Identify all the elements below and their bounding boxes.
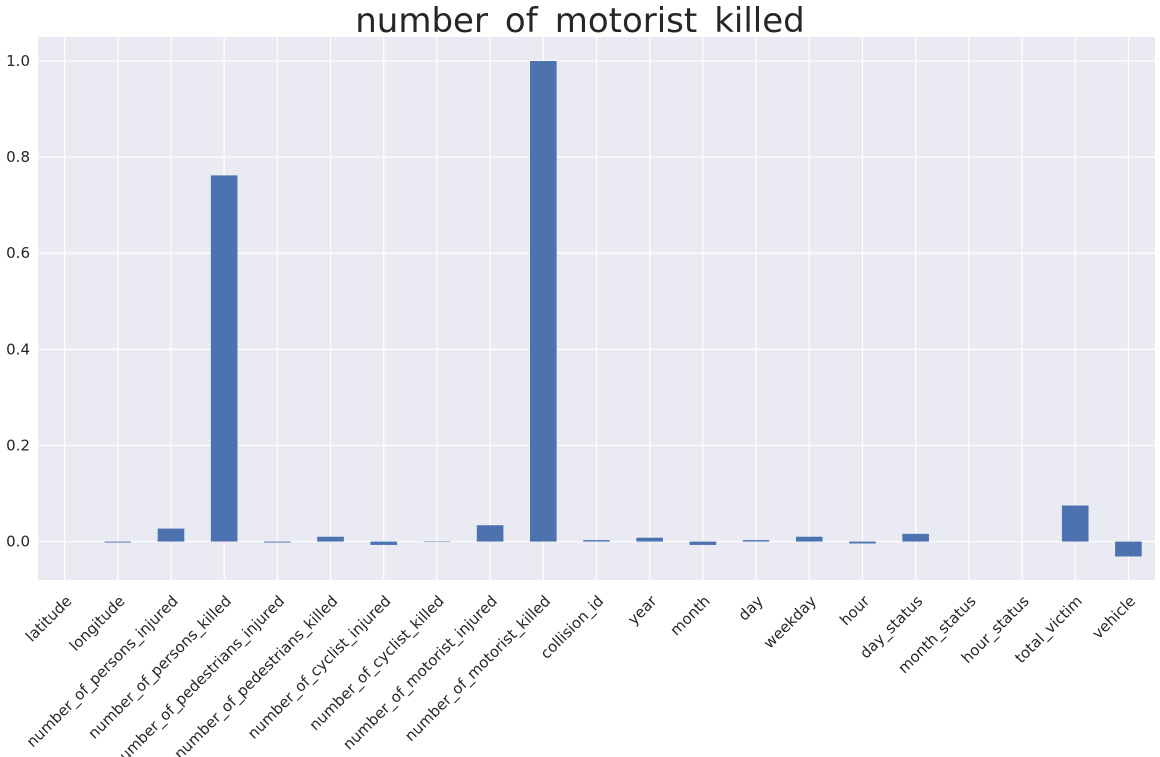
y-tick-label: 0.8 [6, 148, 30, 166]
x-tick-label: hour [836, 591, 874, 629]
bar-number-of-pedestrians-injured [264, 541, 291, 543]
bar-day-status [902, 533, 929, 542]
y-tick-label: 1.0 [6, 52, 30, 70]
bar-longitude [104, 541, 132, 543]
x-tick-label: latitude [22, 592, 75, 645]
bar-year [636, 537, 663, 542]
x-tick-label: weekday [760, 592, 820, 652]
x-axis-ticks: latitudelongitudenumber_of_persons_injur… [22, 591, 1139, 757]
bar-weekday [795, 536, 823, 542]
y-tick-label: 0.2 [6, 436, 30, 454]
bar-day [742, 540, 770, 542]
y-axis-ticks: 0.0 0.2 0.4 0.6 0.8 1.0 [6, 52, 30, 551]
chart-title: number_of_motorist_killed [355, 1, 805, 41]
bars [104, 61, 1142, 557]
bar-total-victim [1061, 505, 1089, 542]
bar-number-of-cyclist-injured [370, 541, 398, 545]
bar-number-of-persons-killed [210, 175, 238, 542]
bar-vehicle [1115, 541, 1142, 557]
bar-number-of-pedestrians-killed [317, 536, 344, 542]
x-tick-label: day [735, 592, 767, 624]
grid [38, 37, 1155, 580]
y-tick-label: 0.6 [6, 244, 30, 262]
bar-number-of-persons-injured [157, 528, 185, 542]
bar-hour [849, 541, 876, 544]
x-tick-label: vehicle [1089, 592, 1140, 643]
bar-collision-id [583, 540, 610, 542]
bar-month [689, 541, 717, 545]
y-tick-label: 0.4 [6, 340, 30, 358]
bar-number-of-motorist-injured [476, 525, 504, 542]
x-tick-label: month [666, 592, 713, 639]
y-tick-label: 0.0 [6, 533, 30, 551]
x-tick-label: year [624, 591, 661, 628]
bar-number-of-motorist-killed [530, 61, 557, 542]
